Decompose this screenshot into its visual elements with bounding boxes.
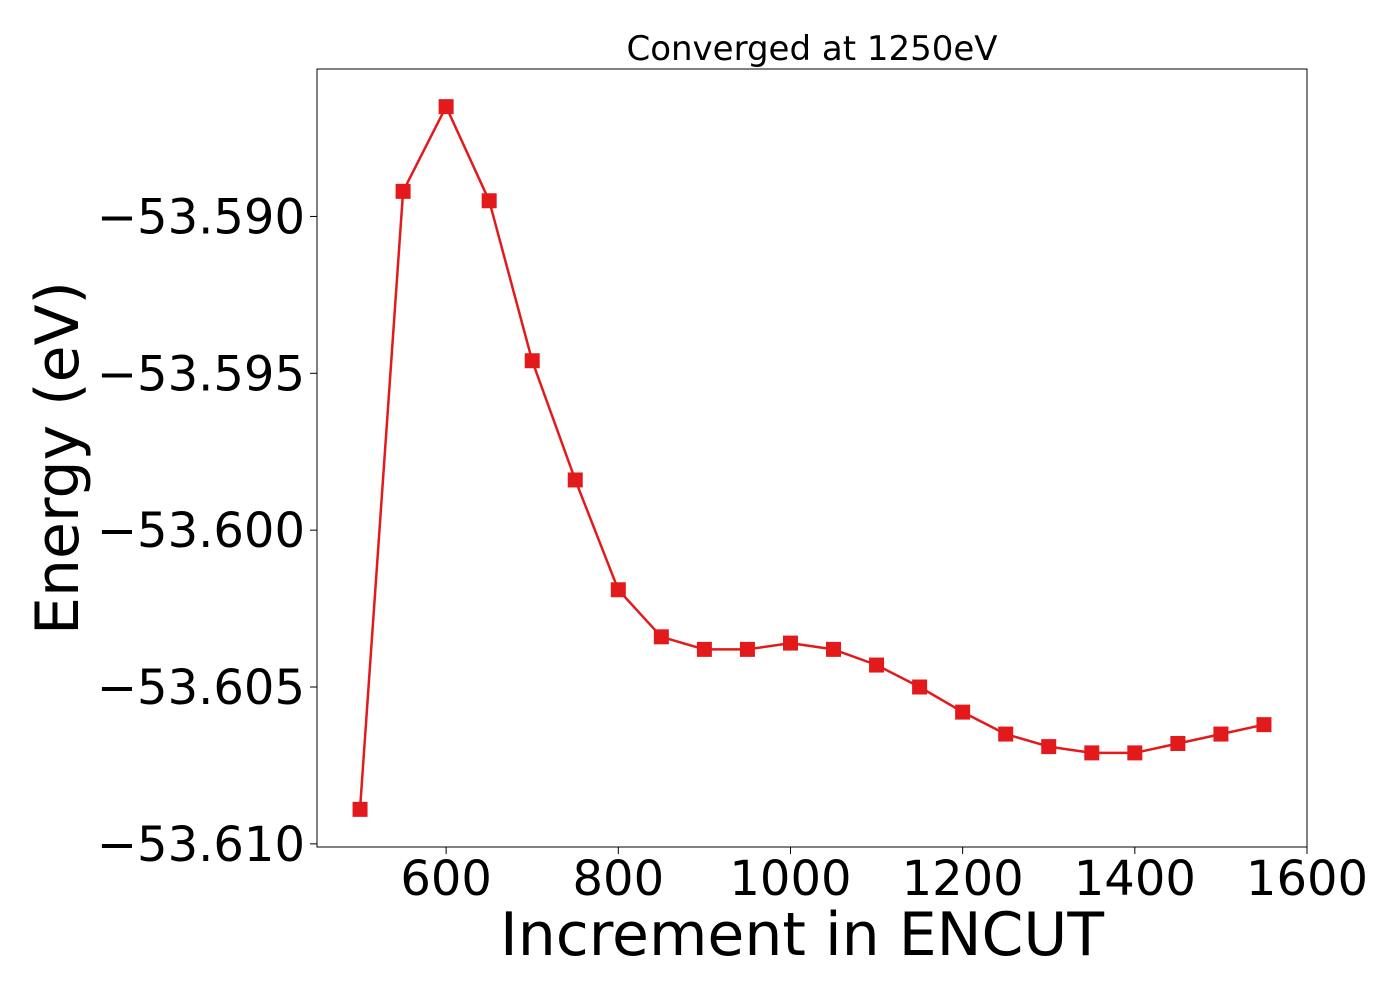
- data-point-marker: [1170, 735, 1186, 751]
- data-point-marker: [567, 472, 583, 488]
- data-point-marker: [826, 641, 842, 657]
- data-point-marker: [653, 629, 669, 645]
- x-axis-title: Increment in ENCUT: [500, 900, 1104, 970]
- data-point-marker: [1127, 745, 1143, 761]
- data-point-marker: [696, 641, 712, 657]
- x-tick-label: 1000: [729, 851, 851, 907]
- data-point-marker: [524, 353, 540, 369]
- data-point-marker: [912, 679, 928, 695]
- y-tick-label: −53.605: [97, 660, 305, 716]
- y-tick-label: −53.600: [97, 503, 305, 559]
- data-point-marker: [481, 193, 497, 209]
- x-axis-ticks: 600 800 1000 1200 1400 1600: [400, 847, 1368, 907]
- y-axis-ticks: −53.590 −53.595 −53.600 −53.605 −53.610: [97, 189, 317, 873]
- data-point-marker: [1256, 717, 1272, 733]
- data-point-marker: [998, 726, 1014, 742]
- data-point-marker: [739, 641, 755, 657]
- y-tick-label: −53.595: [97, 346, 305, 402]
- series-line: [358, 105, 1265, 810]
- data-point-marker: [352, 801, 368, 817]
- series-layer: [352, 99, 1272, 817]
- x-tick-label: 800: [572, 851, 664, 907]
- data-point-marker: [869, 657, 885, 673]
- plot-frame: [316, 68, 1308, 848]
- data-point-marker: [438, 99, 454, 115]
- data-point-marker: [1084, 745, 1100, 761]
- y-tick-label: −53.610: [97, 817, 305, 873]
- x-tick-label: 1200: [902, 851, 1024, 907]
- y-axis-title: Energy (eV): [23, 281, 93, 635]
- data-point-marker: [1041, 739, 1057, 755]
- x-tick-label: 1400: [1074, 851, 1196, 907]
- data-point-marker: [395, 183, 411, 199]
- x-tick-label: 600: [400, 851, 492, 907]
- y-tick-label: −53.590: [97, 189, 305, 245]
- x-tick-label: 1600: [1246, 851, 1368, 907]
- chart-title: Converged at 1250eV: [626, 29, 997, 69]
- data-point-marker: [782, 635, 798, 651]
- data-point-marker: [610, 582, 626, 598]
- data-point-marker: [955, 704, 971, 720]
- data-point-marker: [1213, 726, 1229, 742]
